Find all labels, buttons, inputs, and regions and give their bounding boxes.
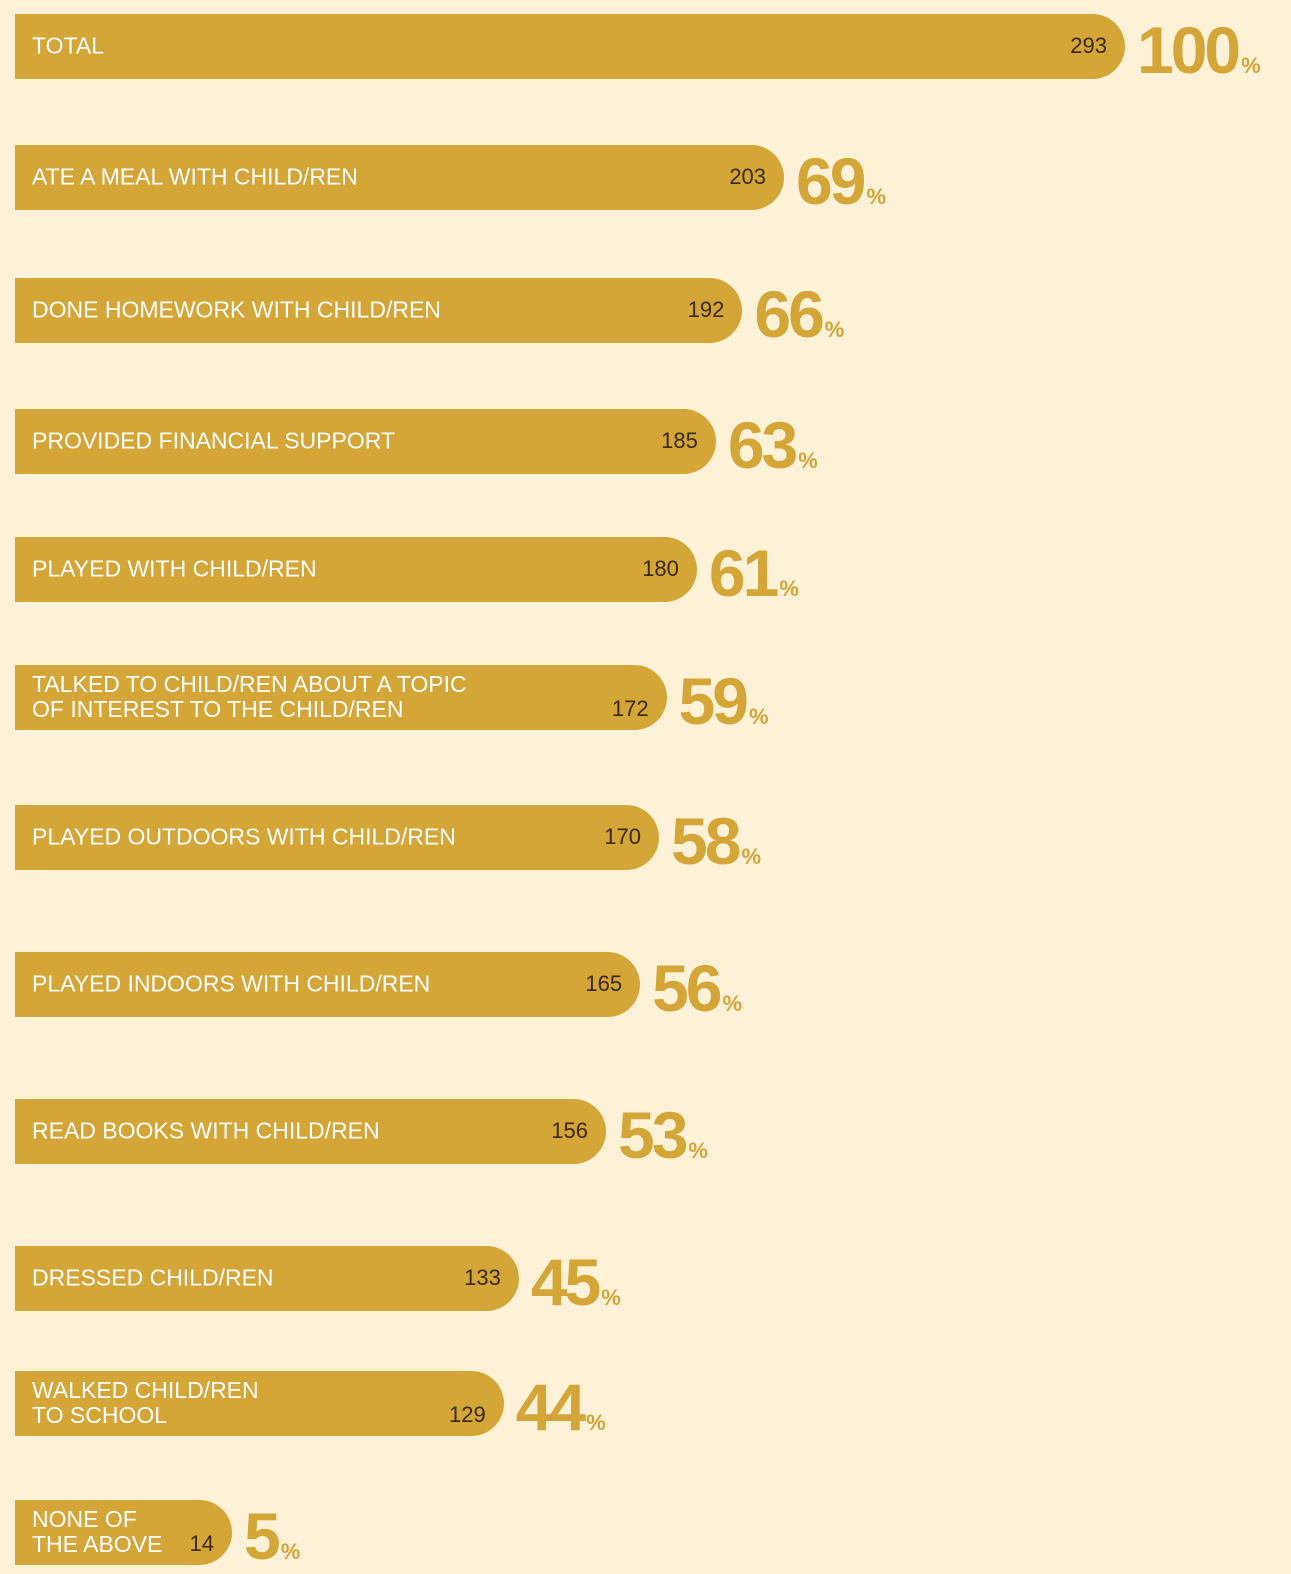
percent-sign: %	[779, 576, 799, 601]
percent-label: 61%	[709, 535, 799, 611]
percent-label: 56%	[652, 950, 742, 1026]
percent-value: 66	[754, 277, 824, 351]
bar	[15, 409, 716, 474]
percent-value: 45	[530, 1245, 601, 1319]
percent-sign: %	[749, 704, 769, 729]
percent-value: 58	[671, 804, 741, 878]
bar	[15, 952, 641, 1017]
percent-label: 58%	[671, 803, 761, 879]
percent-value: 63	[727, 408, 798, 482]
percent-value: 53	[617, 1098, 688, 1172]
percent-value: 59	[678, 664, 749, 738]
percent-sign: %	[586, 1410, 606, 1435]
count-label: 172	[611, 696, 649, 721]
count-label: 293	[1070, 33, 1107, 58]
percent-label: 100%	[1137, 12, 1261, 88]
percent-label: 59%	[679, 663, 769, 739]
count-label: 170	[604, 824, 642, 849]
percent-value: 56	[652, 951, 722, 1025]
bar	[15, 278, 743, 343]
bar	[15, 1099, 606, 1164]
count-label: 180	[642, 556, 679, 581]
category-label: PLAYED INDOORS WITH CHILD/REN	[32, 970, 431, 997]
count-label: 129	[448, 1402, 486, 1427]
bar	[15, 805, 660, 870]
percent-label: 63%	[728, 407, 818, 483]
count-label: 165	[585, 971, 623, 996]
bar	[15, 1246, 519, 1311]
bar	[15, 14, 1125, 79]
bar	[15, 145, 785, 210]
bar	[15, 1500, 232, 1565]
percent-sign: %	[798, 448, 818, 473]
category-label: DONE HOMEWORK WITH CHILD/REN	[32, 296, 441, 323]
percent-sign: %	[1241, 53, 1261, 78]
bar	[15, 537, 697, 602]
percent-sign: %	[824, 317, 845, 342]
percent-value: 44	[515, 1370, 586, 1444]
percent-sign: %	[280, 1539, 301, 1564]
category-label: READ BOOKS WITH CHILD/REN	[32, 1117, 380, 1144]
count-label: 185	[661, 428, 698, 453]
bar	[15, 1371, 504, 1436]
category-label: DRESSED CHILD/REN	[32, 1264, 274, 1291]
percent-label: 53%	[618, 1097, 708, 1173]
category-label: ATE A MEAL WITH CHILD/REN	[32, 163, 358, 190]
percent-value: 100	[1137, 13, 1241, 87]
category-label: NONE OF THE ABOVE	[32, 1506, 163, 1557]
category-label: PROVIDED FINANCIAL SUPPORT	[32, 427, 395, 454]
category-label: PLAYED OUTDOORS WITH CHILD/REN	[32, 823, 456, 850]
category-label: TOTAL	[32, 32, 104, 59]
percent-label: 5%	[244, 1498, 300, 1574]
percent-value: 5	[244, 1499, 281, 1573]
percent-label: 69%	[796, 143, 886, 219]
category-label: PLAYED WITH CHILD/REN	[32, 555, 317, 582]
percent-sign: %	[601, 1285, 621, 1310]
percent-label: 44%	[516, 1369, 606, 1445]
percent-value: 61	[708, 536, 779, 610]
percent-sign: %	[722, 991, 743, 1016]
count-label: 192	[687, 297, 725, 322]
percent-sign: %	[741, 844, 761, 869]
percent-label: 45%	[531, 1244, 621, 1320]
count-label: 156	[551, 1118, 588, 1143]
percent-label: 66%	[754, 276, 844, 352]
percent-sign: %	[688, 1138, 708, 1163]
count-label: 14	[189, 1531, 214, 1556]
category-label: WALKED CHILD/REN TO SCHOOL	[32, 1377, 259, 1428]
percent-value: 69	[796, 144, 866, 218]
bar	[15, 665, 667, 730]
category-label: TALKED TO CHILD/REN ABOUT A TOPIC OF INT…	[32, 671, 467, 722]
count-label: 203	[729, 164, 767, 189]
percent-sign: %	[866, 184, 887, 209]
count-label: 133	[464, 1265, 501, 1290]
